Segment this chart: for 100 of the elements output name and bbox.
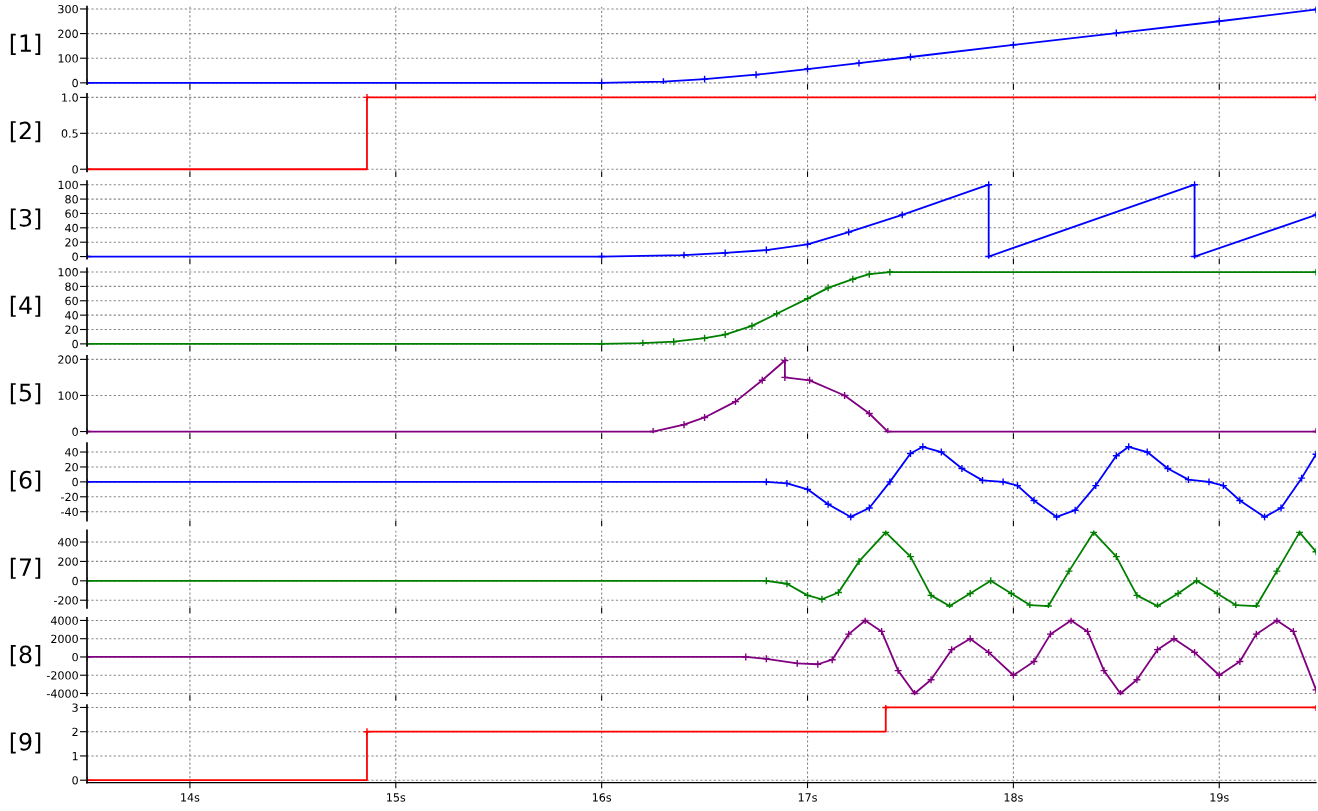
- point: [803, 64, 812, 74]
- point: [1132, 675, 1142, 684]
- point: [1252, 601, 1261, 608]
- point: [885, 268, 895, 277]
- point: [898, 210, 907, 220]
- point: [926, 675, 936, 684]
- y-tick-label: 400: [57, 538, 78, 547]
- point: [1052, 512, 1061, 521]
- y-tick-label: 80: [65, 282, 78, 291]
- x-tick-label: 15s: [387, 793, 406, 802]
- point: [1169, 634, 1179, 643]
- y-tick-label: 200: [58, 557, 78, 566]
- point: [762, 245, 771, 255]
- y-tick-label: -4000: [46, 689, 78, 698]
- y-tick-label: 20: [65, 238, 78, 247]
- y-axis-title: [3]: [10, 208, 41, 230]
- y-tick-label: 0: [72, 252, 78, 261]
- point: [1009, 40, 1018, 50]
- y-tick-label: 3: [72, 703, 78, 712]
- point: [679, 420, 689, 429]
- point: [782, 479, 792, 488]
- point: [741, 652, 750, 662]
- y-axis-title: [7]: [10, 557, 41, 579]
- y-tick-label: 60: [65, 209, 78, 218]
- point: [844, 227, 853, 237]
- point: [1252, 629, 1261, 639]
- y-tick-label: 100: [58, 268, 78, 277]
- point: [751, 70, 761, 79]
- point: [1153, 601, 1162, 608]
- y-tick-label: 0: [72, 776, 78, 785]
- point: [679, 250, 689, 259]
- y-tick-label: 0.5: [61, 129, 78, 138]
- y-tick-label: -2000: [46, 671, 78, 680]
- y-tick-label: 40: [65, 448, 78, 457]
- y-tick-label: -40: [61, 507, 78, 517]
- point: [1070, 506, 1080, 515]
- y-tick-label: 0: [72, 78, 78, 88]
- point: [1231, 600, 1240, 608]
- point: [965, 589, 975, 598]
- x-tick-label: 16s: [592, 793, 612, 802]
- point: [762, 477, 771, 487]
- point: [1124, 443, 1133, 451]
- point: [926, 591, 936, 600]
- y-tick-label: 100: [58, 180, 78, 190]
- y-tick-label: 4000: [50, 616, 78, 625]
- point: [998, 477, 1008, 487]
- point: [1025, 600, 1035, 608]
- y-tick-label: 40: [65, 223, 78, 233]
- y-tick-label: 100: [58, 54, 78, 63]
- y-axis-title: [4]: [10, 295, 41, 317]
- y-axis-title: [8]: [10, 645, 41, 667]
- point: [1235, 657, 1245, 666]
- y-tick-label: 0: [72, 652, 78, 662]
- point: [1276, 503, 1286, 513]
- point: [1173, 589, 1183, 598]
- point: [1260, 512, 1269, 521]
- point: [883, 427, 892, 434]
- y-tick-label: 60: [65, 296, 78, 306]
- point: [1297, 473, 1306, 483]
- y-axis-title: [1]: [10, 33, 41, 55]
- point: [957, 464, 967, 473]
- point: [721, 330, 730, 339]
- y-tick-label: 200: [58, 29, 78, 38]
- point: [762, 576, 771, 585]
- y-axis-title: [2]: [10, 121, 41, 143]
- y-tick-label: 20: [65, 462, 78, 472]
- point: [1046, 629, 1055, 639]
- point: [780, 356, 790, 365]
- y-tick-label: 2000: [51, 634, 78, 644]
- point: [1192, 576, 1201, 585]
- x-tick-label: 18s: [1004, 793, 1023, 802]
- point: [1311, 705, 1317, 712]
- point: [965, 634, 975, 643]
- point: [747, 321, 757, 331]
- point: [865, 270, 874, 279]
- x-tick-label: 14s: [181, 793, 200, 802]
- point: [638, 338, 648, 347]
- y-tick-label: 20: [65, 325, 78, 334]
- point: [1099, 666, 1109, 675]
- point: [986, 576, 995, 585]
- y-tick-label: 80: [65, 195, 78, 204]
- y-tick-label: 0: [72, 339, 78, 349]
- y-tick-label: 0: [72, 427, 78, 436]
- point: [848, 275, 857, 284]
- y-tick-label: 1.0: [62, 93, 78, 102]
- point: [817, 595, 827, 604]
- point: [1235, 496, 1245, 505]
- point: [648, 427, 658, 434]
- y-axis-title: [6]: [10, 470, 41, 492]
- point: [721, 248, 730, 258]
- y-tick-label: 100: [58, 391, 78, 400]
- y-tick-label: 0: [72, 165, 78, 174]
- point: [945, 601, 954, 608]
- y-axis-title: [9]: [10, 732, 41, 754]
- point: [597, 78, 606, 85]
- point: [861, 617, 870, 625]
- point: [1204, 477, 1214, 487]
- point: [918, 443, 927, 451]
- point: [1066, 617, 1076, 625]
- point: [1112, 28, 1121, 38]
